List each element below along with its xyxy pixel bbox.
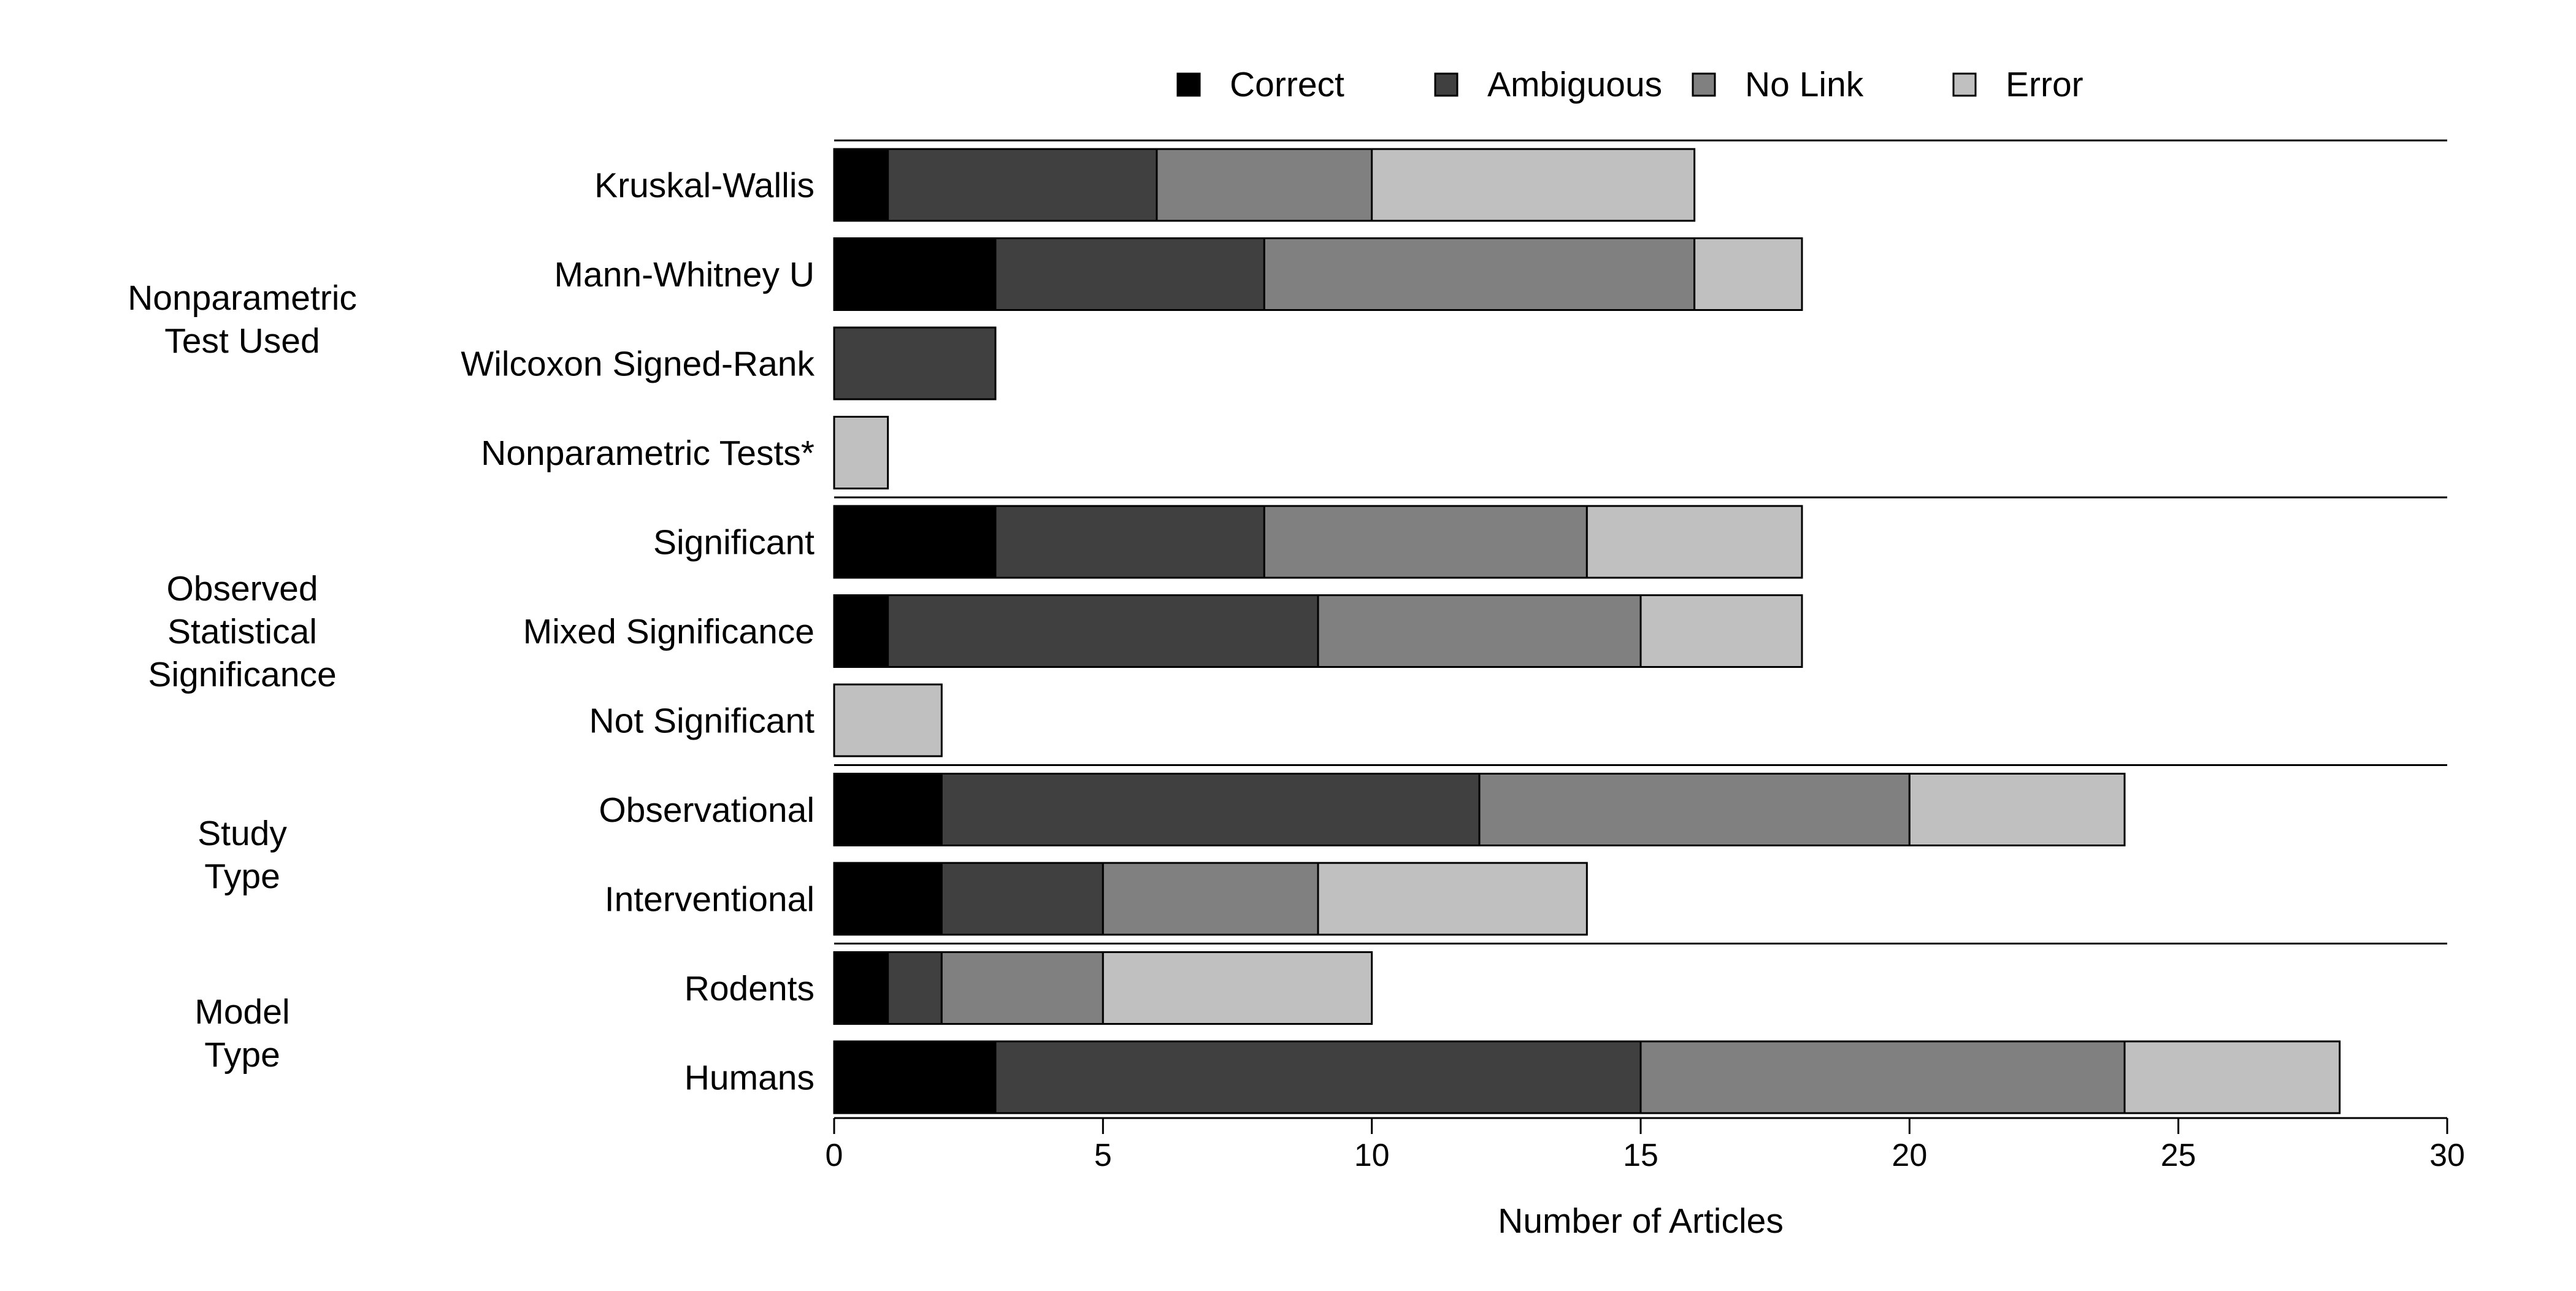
x-tick-label: 20	[1892, 1138, 1927, 1173]
category-label: Humans	[684, 1059, 815, 1098]
bar-segment-ambiguous	[940, 773, 1481, 846]
group-label-0-1: Test Used	[164, 321, 320, 361]
bar-segment-no-link	[1156, 148, 1373, 222]
group-label-1-2: Significance	[148, 655, 336, 694]
bar-segment-error	[1693, 237, 1803, 311]
bar-segment-ambiguous	[887, 951, 943, 1025]
group-label-1-0: Observed	[166, 569, 318, 608]
category-label: Observational	[599, 791, 815, 830]
bar-segment-no-link	[940, 951, 1104, 1025]
x-tick-label: 5	[1094, 1138, 1112, 1173]
bar-segment-ambiguous	[887, 594, 1319, 668]
bar-segment-correct	[833, 951, 889, 1025]
bar-segment-no-link	[1102, 862, 1319, 936]
category-label: Mixed Significance	[523, 612, 815, 651]
x-tick-label: 25	[2161, 1138, 2196, 1173]
group-label-0-0: Nonparametric	[128, 278, 357, 318]
group-label-2-1: Type	[204, 857, 280, 896]
legend-swatch-2	[1692, 72, 1716, 97]
bar-segment-error	[2123, 1040, 2341, 1114]
group-label-3-0: Model	[194, 992, 289, 1032]
bar-segment-no-link	[1639, 1040, 2126, 1114]
x-tick-label: 30	[2429, 1138, 2465, 1173]
bar-segment-ambiguous	[994, 505, 1265, 579]
bar-segment-error	[1102, 951, 1373, 1025]
bar-segment-error	[1317, 862, 1588, 936]
bar-segment-error	[833, 416, 889, 489]
category-label: Wilcoxon Signed-Rank	[461, 345, 815, 384]
x-tick-label: 15	[1623, 1138, 1658, 1173]
bar-segment-ambiguous	[887, 148, 1158, 222]
bar-segment-correct	[833, 148, 889, 222]
bar-segment-correct	[833, 1040, 997, 1114]
bar-segment-correct	[833, 773, 943, 846]
bar-segment-error	[1639, 594, 1803, 668]
x-tick-label: 0	[826, 1138, 843, 1173]
bar-segment-no-link	[1478, 773, 1911, 846]
legend-label-3: Error	[2006, 65, 2083, 104]
bar-segment-correct	[833, 862, 943, 936]
group-label-1-1: Statistical	[167, 612, 317, 651]
bar-segment-error	[1908, 773, 2126, 846]
bar-segment-ambiguous	[994, 237, 1265, 311]
legend-swatch-3	[1952, 72, 1977, 97]
bar-segment-error	[1585, 505, 1803, 579]
category-label: Not Significant	[589, 702, 815, 741]
category-label: Interventional	[605, 880, 815, 919]
legend-swatch-0	[1176, 72, 1201, 97]
x-tick-label: 10	[1354, 1138, 1390, 1173]
bar-segment-ambiguous	[833, 326, 997, 400]
bar-segment-ambiguous	[994, 1040, 1642, 1114]
bar-segment-error	[1371, 148, 1696, 222]
category-label: Kruskal-Wallis	[594, 166, 815, 205]
bar-segment-correct	[833, 505, 997, 579]
bar-segment-no-link	[1317, 594, 1642, 668]
category-label: Nonparametric Tests*	[481, 434, 815, 473]
bar-segment-ambiguous	[940, 862, 1104, 936]
bar-segment-correct	[833, 594, 889, 668]
bar-segment-no-link	[1263, 237, 1696, 311]
bar-segment-error	[833, 683, 943, 757]
category-label: Significant	[653, 523, 815, 562]
group-label-2-0: Study	[197, 814, 287, 853]
bar-segment-correct	[833, 237, 997, 311]
x-axis-title: Number of Articles	[1498, 1201, 1784, 1241]
legend-label-1: Ambiguous	[1487, 65, 1662, 104]
legend-label-2: No Link	[1745, 65, 1864, 104]
group-label-3-1: Type	[204, 1035, 280, 1075]
category-label: Rodents	[684, 969, 815, 1008]
category-label: Mann-Whitney U	[554, 255, 815, 294]
bar-segment-no-link	[1263, 505, 1588, 579]
legend-swatch-1	[1434, 72, 1459, 97]
legend-label-0: Correct	[1230, 65, 1344, 104]
